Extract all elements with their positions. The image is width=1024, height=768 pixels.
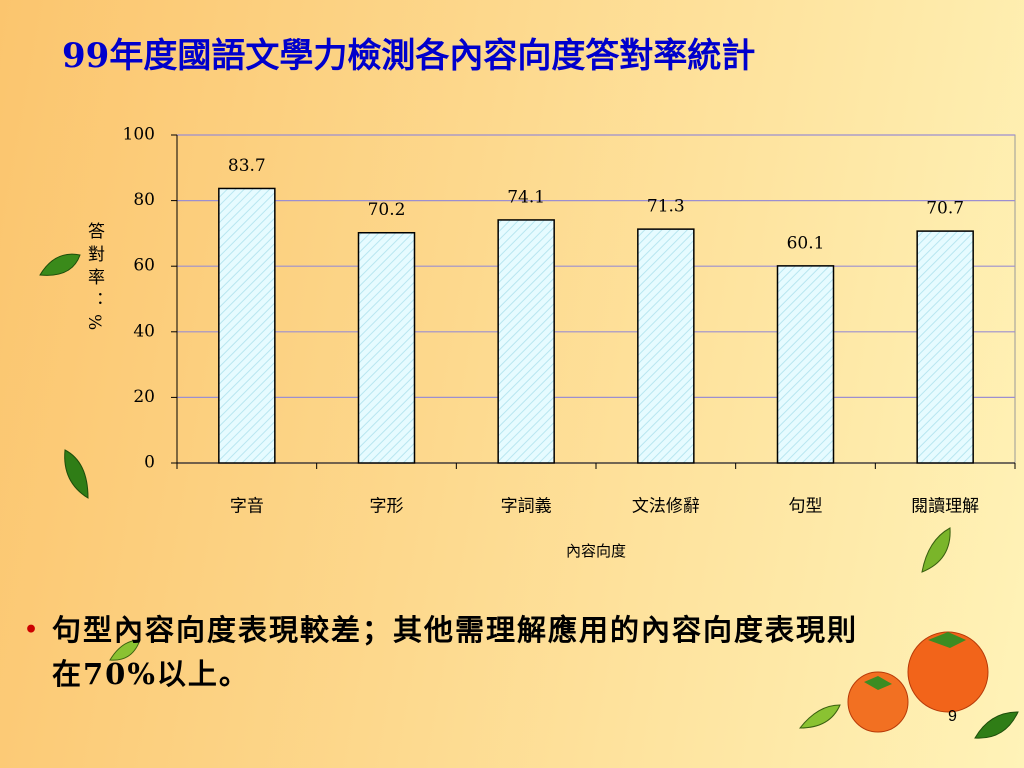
title: 99年度國語文學力檢測各內容向度答對率統計 [62,36,756,76]
y-tick-label: 100 [123,125,155,145]
bar [916,230,974,464]
y-tick-label: 20 [133,387,155,407]
x-tick-label: 句型 [789,497,823,517]
value-label: 70.7 [926,199,964,219]
x-tick-label: 字音 [230,497,264,517]
y-tick-label: 60 [133,256,155,276]
value-label: 74.1 [507,187,545,207]
value-label: 83.7 [228,156,266,176]
x-tick-label: 文法修辭 [632,497,700,517]
bar [497,219,555,464]
x-tick-label: 閱讀理解 [911,497,979,517]
x-tick-label: 字形 [370,497,404,517]
x-tick-label: 字詞義 [501,497,552,517]
bar [776,265,835,464]
bar [357,231,416,464]
y-tick-label: 80 [133,190,155,210]
page-number: 9 [948,708,957,725]
y-tick-label: 40 [133,321,155,341]
value-label: 71.3 [647,197,685,217]
x-axis-label: 內容向度 [566,542,626,560]
plot-area [176,134,1016,464]
y-tick-label: 0 [144,453,155,473]
annotation: 句型內容向度表現較差；其他需理解應用的內容向度表現則在70%以上。 [24,608,882,696]
bar [218,187,276,464]
bar [637,228,695,464]
value-label: 60.1 [787,233,825,253]
value-label: 70.2 [368,200,406,220]
y-axis-label: 答對率：% [84,222,104,337]
